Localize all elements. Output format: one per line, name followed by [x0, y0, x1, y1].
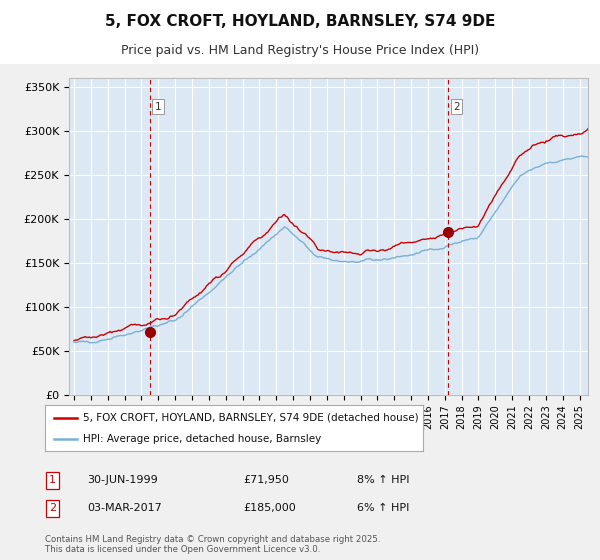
Text: Price paid vs. HM Land Registry's House Price Index (HPI): Price paid vs. HM Land Registry's House …: [121, 44, 479, 57]
Text: 1: 1: [155, 102, 161, 112]
Text: 03-MAR-2017: 03-MAR-2017: [87, 503, 162, 514]
Text: 2: 2: [453, 102, 460, 112]
Text: HPI: Average price, detached house, Barnsley: HPI: Average price, detached house, Barn…: [83, 435, 321, 444]
Text: Contains HM Land Registry data © Crown copyright and database right 2025.
This d: Contains HM Land Registry data © Crown c…: [45, 535, 380, 554]
Text: 1: 1: [49, 475, 56, 486]
Text: £185,000: £185,000: [243, 503, 296, 514]
Text: 5, FOX CROFT, HOYLAND, BARNSLEY, S74 9DE (detached house): 5, FOX CROFT, HOYLAND, BARNSLEY, S74 9DE…: [83, 413, 418, 423]
Text: 6% ↑ HPI: 6% ↑ HPI: [357, 503, 409, 514]
Text: 30-JUN-1999: 30-JUN-1999: [87, 475, 158, 486]
Text: £71,950: £71,950: [243, 475, 289, 486]
Text: 2: 2: [49, 503, 56, 514]
Text: 8% ↑ HPI: 8% ↑ HPI: [357, 475, 409, 486]
Text: 5, FOX CROFT, HOYLAND, BARNSLEY, S74 9DE: 5, FOX CROFT, HOYLAND, BARNSLEY, S74 9DE: [105, 14, 495, 29]
